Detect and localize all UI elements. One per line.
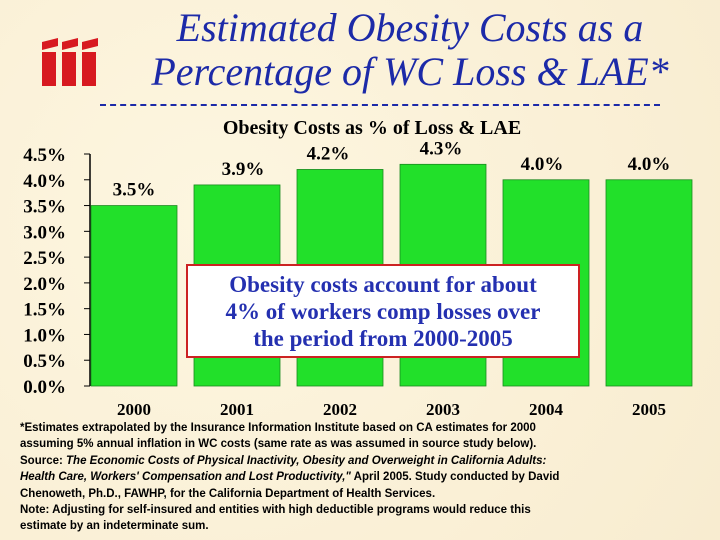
bar-2005 <box>605 179 693 387</box>
source-detail: April 2005. Study conducted by David <box>350 471 560 484</box>
y-tick-label: 3.5% <box>23 197 66 218</box>
source-title-part-2: Health Care, Workers' Compensation and L… <box>20 471 351 484</box>
data-label-2000: 3.5% <box>113 180 156 201</box>
footnote-line-5: Chenoweth, Ph.D., FAWHP, for the Califor… <box>20 487 436 500</box>
x-tick-label: 2005 <box>632 400 666 419</box>
chart-title: Obesity Costs as % of Loss & LAE <box>223 117 521 139</box>
source-prefix: Source: <box>20 454 67 467</box>
data-labels: 3.5% 3.9% 4.2% 4.3% 4.0% 4.0% <box>113 138 671 200</box>
title-line-2: Percentage of WC Loss & LAE* <box>151 49 669 94</box>
y-tick-label: 2.0% <box>23 274 66 295</box>
x-tick-label: 2001 <box>220 400 254 419</box>
source-title-part-1: The Economic Costs of Physical Inactivit… <box>66 454 547 467</box>
y-tick-label: 4.0% <box>23 171 66 192</box>
footnote-line-1: *Estimates extrapolated by the Insurance… <box>20 422 536 434</box>
y-tick-label: 4.5% <box>23 145 66 166</box>
data-label-2001: 3.9% <box>222 159 265 180</box>
callout-line-2: 4% of workers comp losses over <box>225 299 541 324</box>
y-tick-label: 2.5% <box>23 248 66 269</box>
data-label-2005: 4.0% <box>628 154 671 175</box>
y-tick-label: 0.5% <box>23 351 66 372</box>
x-axis: 2000 2001 2002 2003 2004 2005 <box>117 400 666 419</box>
data-label-2003: 4.3% <box>420 138 463 159</box>
footnote-line-4: Health Care, Workers' Compensation and L… <box>20 469 710 485</box>
data-label-2002: 4.2% <box>307 143 350 164</box>
callout-box: Obesity costs account for about 4% of wo… <box>186 264 580 358</box>
callout-line-3: the period from 2000-2005 <box>253 326 513 351</box>
bar-2000 <box>90 205 178 387</box>
x-tick-label: 2004 <box>529 400 564 419</box>
x-tick-label: 2000 <box>117 400 151 419</box>
y-axis: 0.0% 0.5% 1.0% 1.5% 2.0% 2.5% 3.0% 3.5% 4.0% 4.5% <box>23 145 91 398</box>
x-tick-label: 2002 <box>323 400 357 419</box>
iii-logo <box>42 38 98 86</box>
page-title: Estimated Obesity Costs as a Percentage … <box>110 6 710 94</box>
footnote-line-2: assuming 5% annual inflation in WC costs… <box>20 438 537 451</box>
y-tick-label: 0.0% <box>23 377 66 398</box>
footnote-line-6: Note: Adjusting for self-insured and ent… <box>20 504 531 517</box>
footnote-line-7: estimate by an indeterminate sum. <box>20 520 209 533</box>
y-tick-label: 1.0% <box>23 325 66 346</box>
footnote: *Estimates extrapolated by the Insurance… <box>20 420 710 535</box>
title-divider <box>100 104 660 106</box>
x-tick-label: 2003 <box>426 400 460 419</box>
data-label-2004: 4.0% <box>521 154 564 175</box>
footnote-line-3: Source: The Economic Costs of Physical I… <box>20 453 710 469</box>
title-line-1: Estimated Obesity Costs as a <box>176 5 644 50</box>
y-tick-label: 1.5% <box>23 300 66 321</box>
callout-line-1: Obesity costs account for about <box>229 272 537 297</box>
y-tick-label: 3.0% <box>23 222 66 243</box>
